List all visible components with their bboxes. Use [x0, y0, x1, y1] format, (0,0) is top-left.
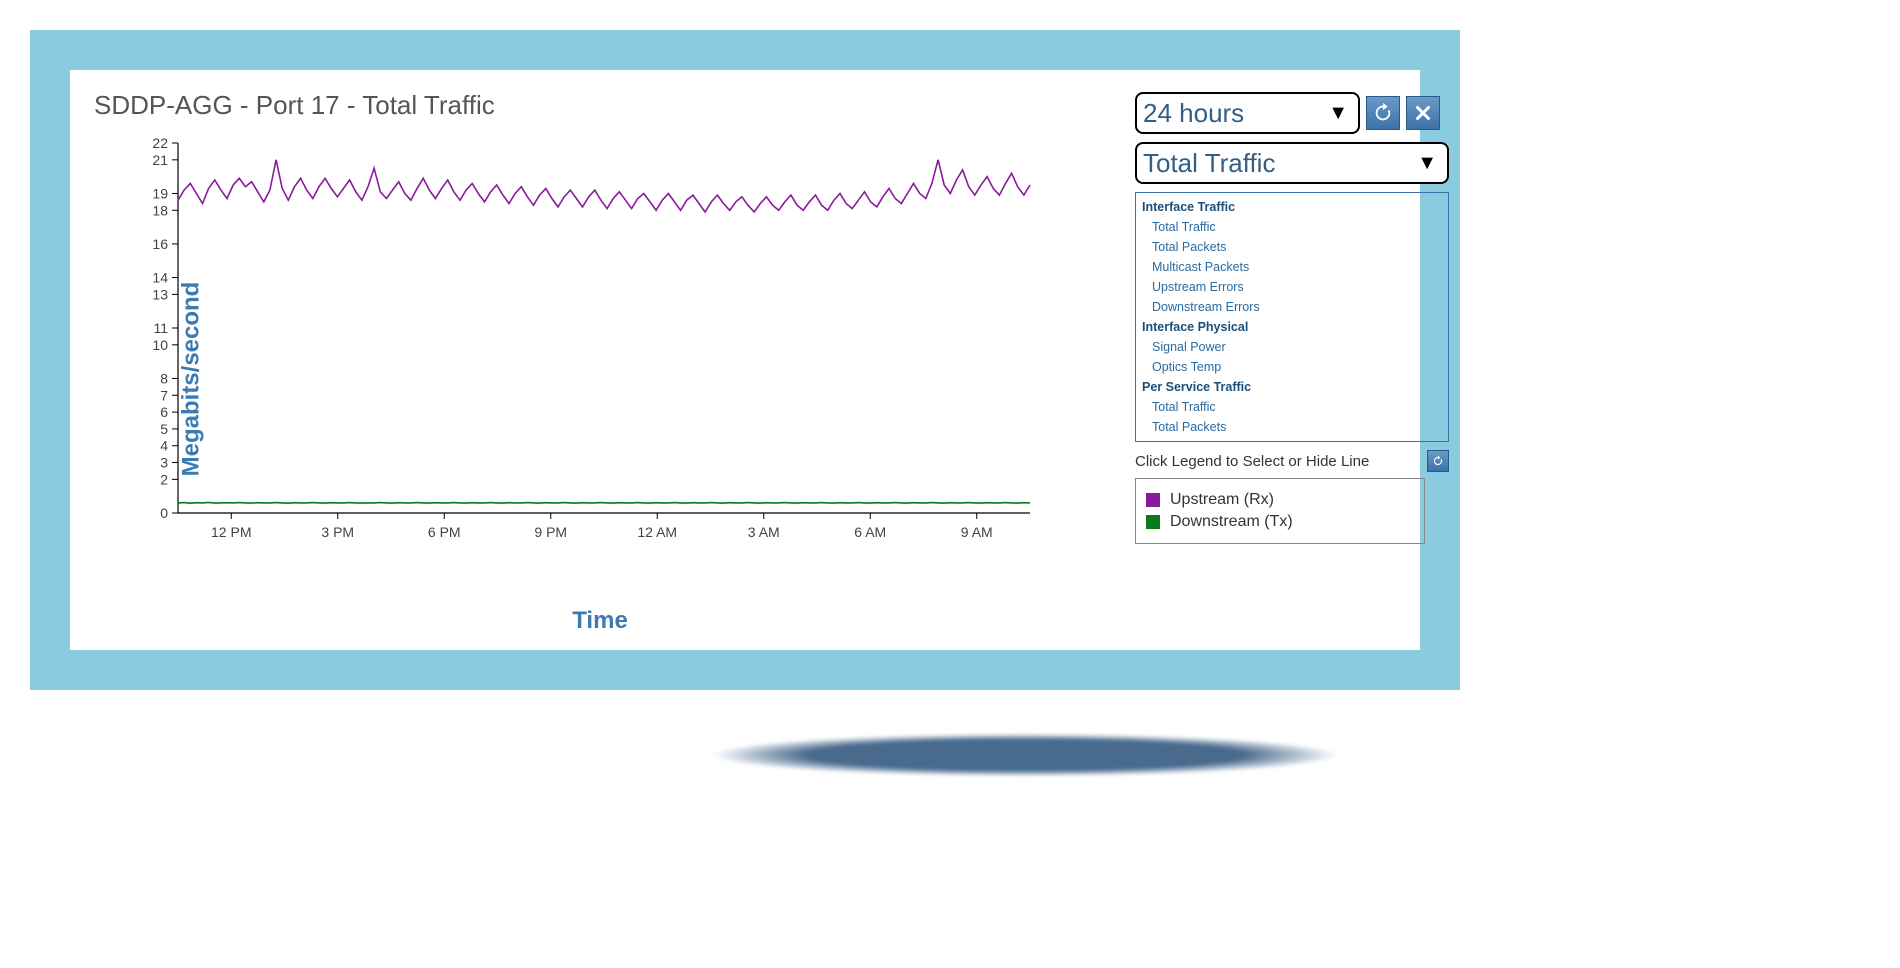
time-range-select[interactable]: 24 hours ▼ — [1135, 92, 1360, 134]
metric-dropdown-menu[interactable]: Interface TrafficTotal TrafficTotal Pack… — [1135, 192, 1449, 442]
x-tick-label: 9 AM — [961, 524, 993, 540]
chart-panel: SDDP-AGG - Port 17 - Total Traffic Megab… — [70, 70, 1420, 650]
y-tick-label: 14 — [152, 270, 168, 286]
x-tick-label: 12 PM — [211, 524, 251, 540]
chevron-down-icon: ▼ — [1417, 152, 1437, 175]
metric-value: Total Traffic — [1143, 148, 1275, 179]
reset-icon — [1431, 454, 1445, 468]
dropdown-group: Interface Physical — [1136, 317, 1448, 337]
y-tick-label: 21 — [152, 152, 168, 168]
chevron-down-icon: ▼ — [1328, 102, 1348, 125]
line-chart: 0 2345678 1011 1314 16 1819 2122 12 PM 3 PM 6 PM 9… — [100, 129, 1040, 569]
dropdown-item[interactable]: Signal Power — [1136, 337, 1448, 357]
time-range-value: 24 hours — [1143, 98, 1244, 129]
y-tick-label: 13 — [152, 286, 168, 302]
close-icon — [1412, 102, 1434, 124]
y-tick-label: 5 — [160, 421, 168, 437]
series-line — [178, 502, 1030, 503]
y-tick-label: 10 — [152, 337, 168, 353]
x-tick-label: 3 AM — [748, 524, 780, 540]
close-button[interactable] — [1406, 96, 1440, 130]
dropdown-group: Per Service Traffic — [1136, 377, 1448, 397]
legend: Upstream (Rx) Downstream (Tx) — [1135, 478, 1425, 544]
x-tick-label: 3 PM — [321, 524, 354, 540]
dropdown-item[interactable]: Downstream Errors — [1136, 297, 1448, 317]
legend-label: Upstream (Rx) — [1170, 491, 1274, 509]
controls-pane: 24 hours ▼ Total Traffic ▼ Interface Tra… — [1115, 90, 1449, 630]
x-tick-label: 6 AM — [854, 524, 886, 540]
legend-swatch — [1146, 515, 1160, 529]
y-tick-label: 18 — [152, 202, 168, 218]
y-axis-label: Megabits/second — [177, 282, 205, 477]
y-tick-label: 2 — [160, 471, 168, 487]
y-tick-label: 4 — [160, 438, 168, 454]
dropdown-item[interactable]: Total Packets — [1136, 237, 1448, 257]
y-tick-label: 0 — [160, 505, 168, 521]
refresh-icon — [1372, 102, 1394, 124]
y-tick-label: 6 — [160, 404, 168, 420]
y-tick-label: 19 — [152, 185, 168, 201]
legend-instruction-text: Click Legend to Select or Hide Line — [1135, 453, 1369, 470]
chart-wrap: Megabits/second 0 2345678 1011 1314 16 1819 21… — [100, 129, 1100, 629]
y-tick-label: 7 — [160, 387, 168, 403]
decorative-shadow — [590, 730, 1460, 780]
chart-area: SDDP-AGG - Port 17 - Total Traffic Megab… — [100, 90, 1115, 630]
legend-item[interactable]: Downstream (Tx) — [1146, 513, 1414, 531]
x-axis-label: Time — [572, 607, 628, 635]
outer-frame: SDDP-AGG - Port 17 - Total Traffic Megab… — [30, 30, 1460, 690]
series-line — [178, 160, 1030, 212]
legend-reset-button[interactable] — [1427, 450, 1449, 472]
legend-swatch — [1146, 493, 1160, 507]
y-tick-label: 3 — [160, 455, 168, 471]
y-tick-label: 22 — [152, 135, 168, 151]
legend-item[interactable]: Upstream (Rx) — [1146, 491, 1414, 509]
metric-select[interactable]: Total Traffic ▼ — [1135, 142, 1449, 184]
dropdown-item[interactable]: Total Traffic — [1136, 397, 1448, 417]
dropdown-group: Interface Traffic — [1136, 197, 1448, 217]
x-tick-label: 6 PM — [428, 524, 461, 540]
dropdown-item[interactable]: Optics Temp — [1136, 357, 1448, 377]
dropdown-item[interactable]: Total Packets — [1136, 417, 1448, 437]
dropdown-item[interactable]: Multicast Packets — [1136, 257, 1448, 277]
y-tick-label: 11 — [153, 320, 168, 336]
dropdown-item[interactable]: Upstream Errors — [1136, 277, 1448, 297]
legend-instruction-row: Click Legend to Select or Hide Line — [1135, 450, 1449, 472]
x-tick-label: 9 PM — [534, 524, 567, 540]
refresh-button[interactable] — [1366, 96, 1400, 130]
dropdown-item[interactable]: Total Traffic — [1136, 217, 1448, 237]
y-tick-label: 16 — [152, 236, 168, 252]
y-tick-label: 8 — [160, 370, 168, 386]
x-tick-label: 12 AM — [637, 524, 677, 540]
chart-title: SDDP-AGG - Port 17 - Total Traffic — [94, 90, 1115, 121]
legend-label: Downstream (Tx) — [1170, 513, 1293, 531]
